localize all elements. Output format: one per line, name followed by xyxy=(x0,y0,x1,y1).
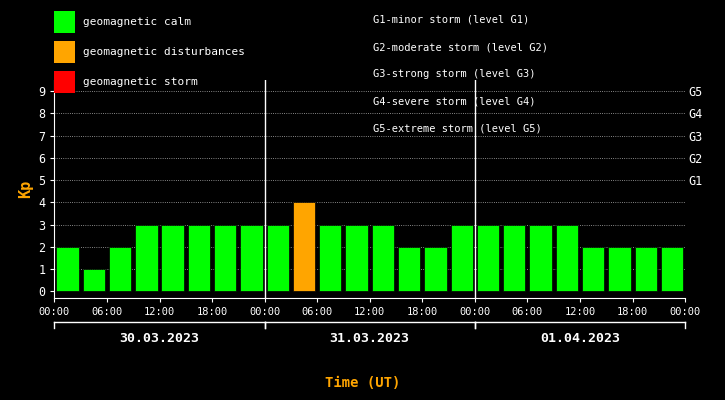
Bar xyxy=(214,224,236,291)
Text: 31.03.2023: 31.03.2023 xyxy=(330,332,410,344)
Bar xyxy=(582,247,605,291)
Bar xyxy=(135,224,157,291)
Text: Time (UT): Time (UT) xyxy=(325,376,400,390)
Text: geomagnetic calm: geomagnetic calm xyxy=(83,17,191,27)
Bar xyxy=(634,247,657,291)
Bar xyxy=(660,247,683,291)
Bar xyxy=(240,224,262,291)
Bar xyxy=(529,224,552,291)
Text: G5-extreme storm (level G5): G5-extreme storm (level G5) xyxy=(373,124,542,134)
Text: 30.03.2023: 30.03.2023 xyxy=(120,332,199,344)
Text: G3-strong storm (level G3): G3-strong storm (level G3) xyxy=(373,70,536,80)
Bar xyxy=(372,224,394,291)
Y-axis label: Kp: Kp xyxy=(17,180,33,198)
Bar xyxy=(424,247,447,291)
Bar xyxy=(608,247,631,291)
Bar xyxy=(477,224,500,291)
Bar xyxy=(450,224,473,291)
Bar xyxy=(162,224,184,291)
Bar xyxy=(345,224,368,291)
Text: G1-minor storm (level G1): G1-minor storm (level G1) xyxy=(373,15,530,25)
Bar xyxy=(555,224,578,291)
Text: geomagnetic disturbances: geomagnetic disturbances xyxy=(83,47,245,57)
Bar xyxy=(267,224,289,291)
Bar xyxy=(188,224,210,291)
Text: G4-severe storm (level G4): G4-severe storm (level G4) xyxy=(373,97,536,107)
Bar xyxy=(109,247,131,291)
Bar xyxy=(398,247,420,291)
Bar xyxy=(503,224,526,291)
Bar xyxy=(57,247,79,291)
Bar xyxy=(319,224,341,291)
Bar xyxy=(293,202,315,291)
Text: G2-moderate storm (level G2): G2-moderate storm (level G2) xyxy=(373,42,548,52)
Text: 01.04.2023: 01.04.2023 xyxy=(540,332,620,344)
Text: geomagnetic storm: geomagnetic storm xyxy=(83,77,198,87)
Bar xyxy=(83,269,105,291)
